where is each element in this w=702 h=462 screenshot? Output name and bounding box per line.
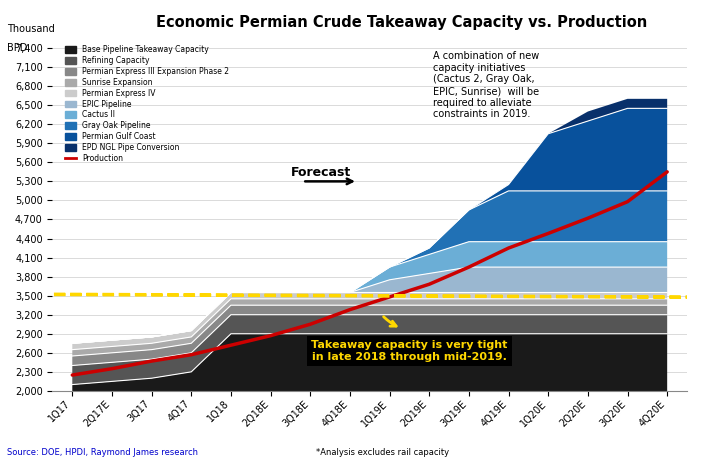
Text: Takeaway capacity is very tight
in late 2018 through mid-2019.: Takeaway capacity is very tight in late … (311, 340, 508, 362)
Text: Forecast: Forecast (291, 166, 351, 179)
Text: Source: DOE, HPDI, Raymond James research: Source: DOE, HPDI, Raymond James researc… (7, 449, 198, 457)
Title: Economic Permian Crude Takeaway Capacity vs. Production: Economic Permian Crude Takeaway Capacity… (156, 15, 647, 30)
Text: *Analysis excludes rail capacity: *Analysis excludes rail capacity (316, 449, 449, 457)
Text: BPD: BPD (7, 43, 27, 53)
Text: Thousand: Thousand (7, 24, 55, 34)
Legend: Base Pipeline Takeaway Capacity, Refining Capacity, Permian Express III Expansio: Base Pipeline Takeaway Capacity, Refinin… (62, 43, 232, 165)
Text: A combination of new
capacity initiatives
(Cactus 2, Gray Oak,
EPIC, Sunrise)  w: A combination of new capacity initiative… (433, 51, 539, 119)
